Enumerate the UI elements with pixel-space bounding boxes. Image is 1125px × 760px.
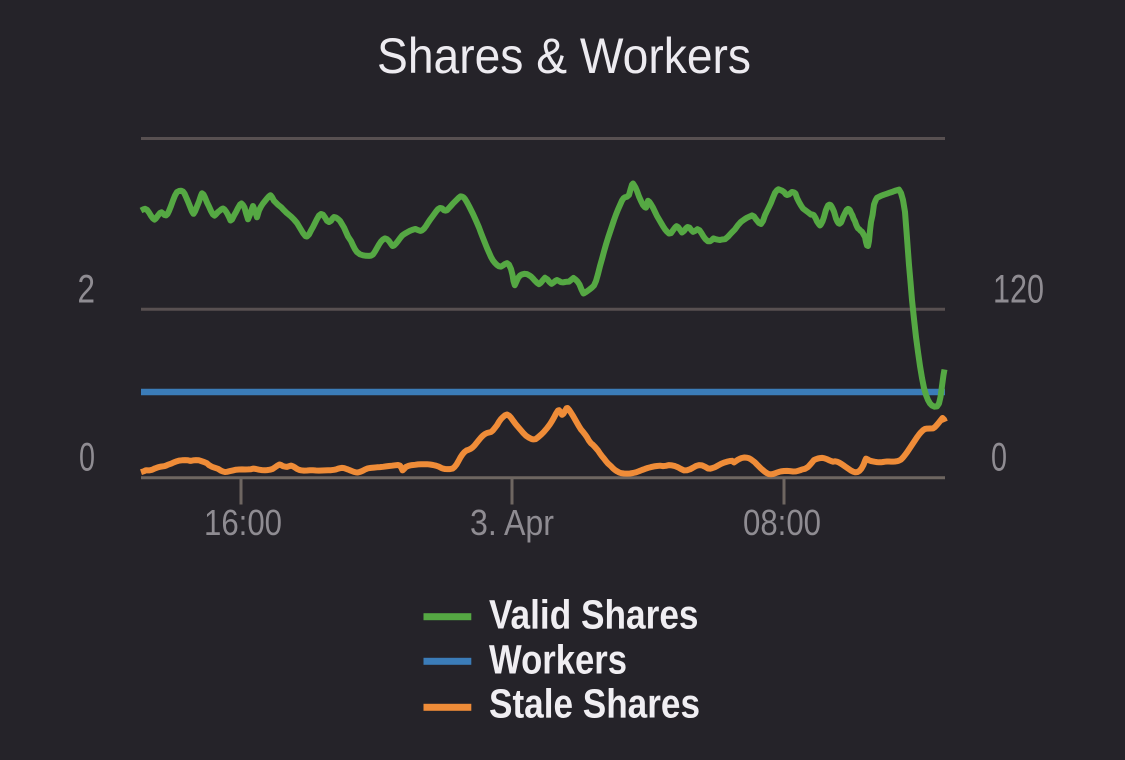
svg-text:Stale Shares: Stale Shares xyxy=(489,681,700,727)
svg-text:0: 0 xyxy=(991,436,1007,480)
svg-text:120: 120 xyxy=(993,268,1044,312)
svg-text:0: 0 xyxy=(79,436,95,480)
svg-text:08:00: 08:00 xyxy=(743,502,821,543)
svg-text:2: 2 xyxy=(78,268,96,312)
svg-text:3. Apr: 3. Apr xyxy=(470,502,554,543)
svg-text:Shares & Workers: Shares & Workers xyxy=(377,28,751,84)
svg-text:Workers: Workers xyxy=(489,637,627,683)
svg-text:16:00: 16:00 xyxy=(204,502,282,543)
svg-text:Valid Shares: Valid Shares xyxy=(489,592,699,638)
